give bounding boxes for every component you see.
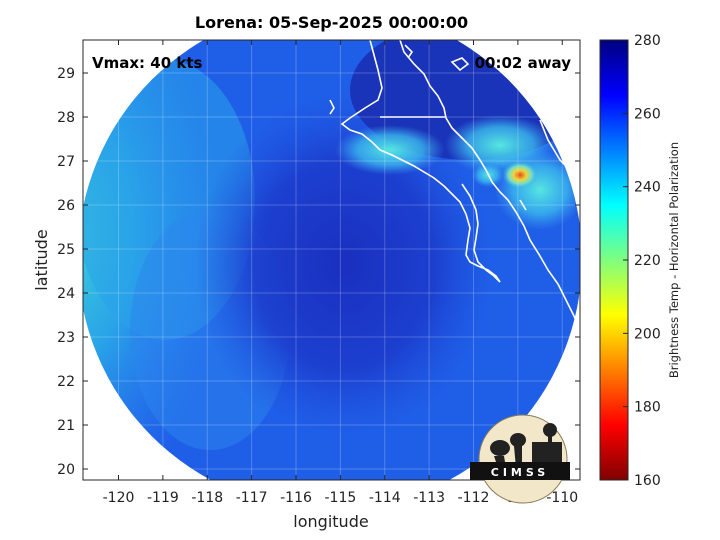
map-grid — [83, 40, 580, 480]
coastline — [329, 40, 580, 331]
colorbar-tick-label: 280 — [634, 33, 661, 49]
y-tick-label: 25 — [57, 242, 75, 258]
x-tick-label: -117 — [236, 490, 268, 506]
colorbar-tick-label: 200 — [634, 326, 661, 342]
y-tick-label: 28 — [57, 110, 75, 126]
y-tick-label: 22 — [57, 374, 75, 390]
y-tick-label: 27 — [57, 154, 75, 170]
axes-frame — [82, 39, 581, 481]
x-tick-label: -118 — [191, 490, 223, 506]
colorbar-tick-label: 220 — [634, 253, 661, 269]
x-tick-label: -110 — [546, 490, 578, 506]
y-tick-label: 26 — [57, 198, 75, 214]
logo-text: CIMSS — [491, 466, 549, 479]
x-tick-label: -112 — [458, 490, 490, 506]
x-axis-label: longitude — [293, 512, 368, 531]
x-tick-label: -115 — [324, 490, 356, 506]
y-tick-label: 23 — [57, 330, 75, 346]
chart-title: Lorena: 05-Sep-2025 00:00:00 — [194, 13, 469, 32]
y-tick-label: 24 — [57, 286, 75, 302]
colorbar-tick-label: 180 — [634, 400, 661, 416]
colorbar-ticks: 160 180 200 220 240 260 280 — [623, 33, 661, 489]
y-tick-label: 21 — [57, 418, 75, 434]
brightness-temperature-swath — [83, 40, 580, 480]
time-away-label: 00:02 away — [475, 54, 572, 72]
x-tick-label: -120 — [103, 490, 135, 506]
vmax-label: Vmax: 40 kts — [92, 54, 202, 72]
x-tick-label: -119 — [147, 490, 179, 506]
y-tick-label: 29 — [57, 66, 75, 82]
y-tick-label: 20 — [57, 462, 75, 478]
x-tick-label: -114 — [369, 490, 401, 506]
colorbar-tick-label: 160 — [634, 473, 661, 489]
y-axis-label: latitude — [32, 229, 51, 290]
cimss-logo: CIMSS — [470, 414, 570, 504]
x-tick-label: -116 — [280, 490, 312, 506]
colorbar-label: Brightness Temp - Horizontal Polarizatio… — [667, 142, 681, 378]
colorbar-tick-label: 260 — [634, 106, 661, 122]
x-tick-label: -113 — [413, 490, 445, 506]
colorbar-tick-label: 240 — [634, 180, 661, 196]
